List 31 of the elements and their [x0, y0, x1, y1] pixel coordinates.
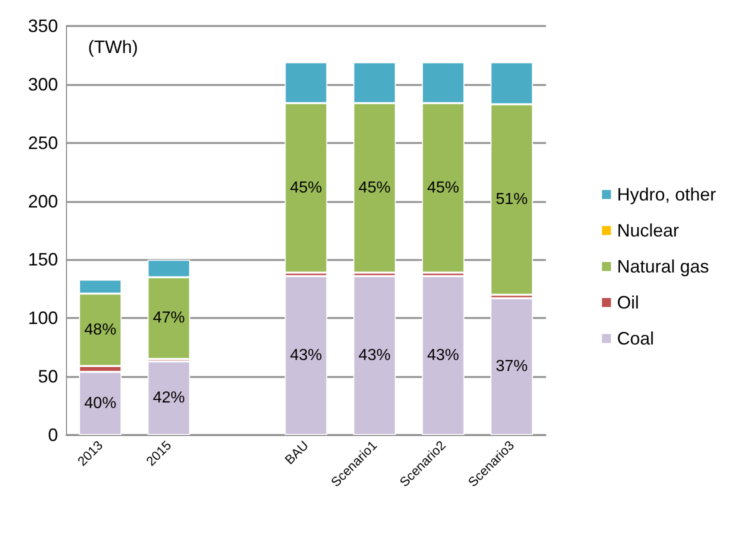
bar	[353, 276, 396, 435]
y-tick-label: 250	[28, 132, 58, 153]
annotation: (TWh)	[88, 37, 138, 57]
annotation: 47%	[152, 310, 185, 327]
y-tick-label: 0	[48, 425, 58, 445]
legend-label: Coal	[616, 328, 654, 348]
bar	[422, 276, 464, 435]
bar	[284, 276, 328, 435]
annotation: 42%	[152, 390, 185, 407]
annotation: 45%	[358, 179, 391, 196]
annotation: 45%	[427, 179, 460, 196]
annotation: 43%	[358, 347, 391, 364]
annotation: 40%	[84, 394, 116, 412]
y-tick-label: 350	[28, 16, 58, 36]
annotation: 48%	[84, 321, 116, 338]
annotation: 45%	[290, 179, 322, 196]
legend-label: Natural gas	[616, 256, 710, 276]
annotation: 51%	[496, 191, 528, 208]
legend-label: Hydro, other	[616, 184, 716, 204]
annotation: 43%	[427, 347, 460, 364]
legend-label: Oil	[616, 292, 639, 312]
bar	[148, 361, 190, 435]
y-tick-label: 300	[28, 74, 58, 94]
y-tick-label: 100	[28, 308, 58, 328]
annotation: 37%	[496, 358, 528, 376]
y-tick-label: 150	[28, 250, 58, 270]
bar	[490, 298, 533, 435]
y-tick-label: 50	[38, 366, 58, 387]
y-tick-label: 200	[28, 191, 58, 212]
legend-label: Nuclear	[616, 220, 679, 240]
annotation: 43%	[290, 347, 322, 364]
